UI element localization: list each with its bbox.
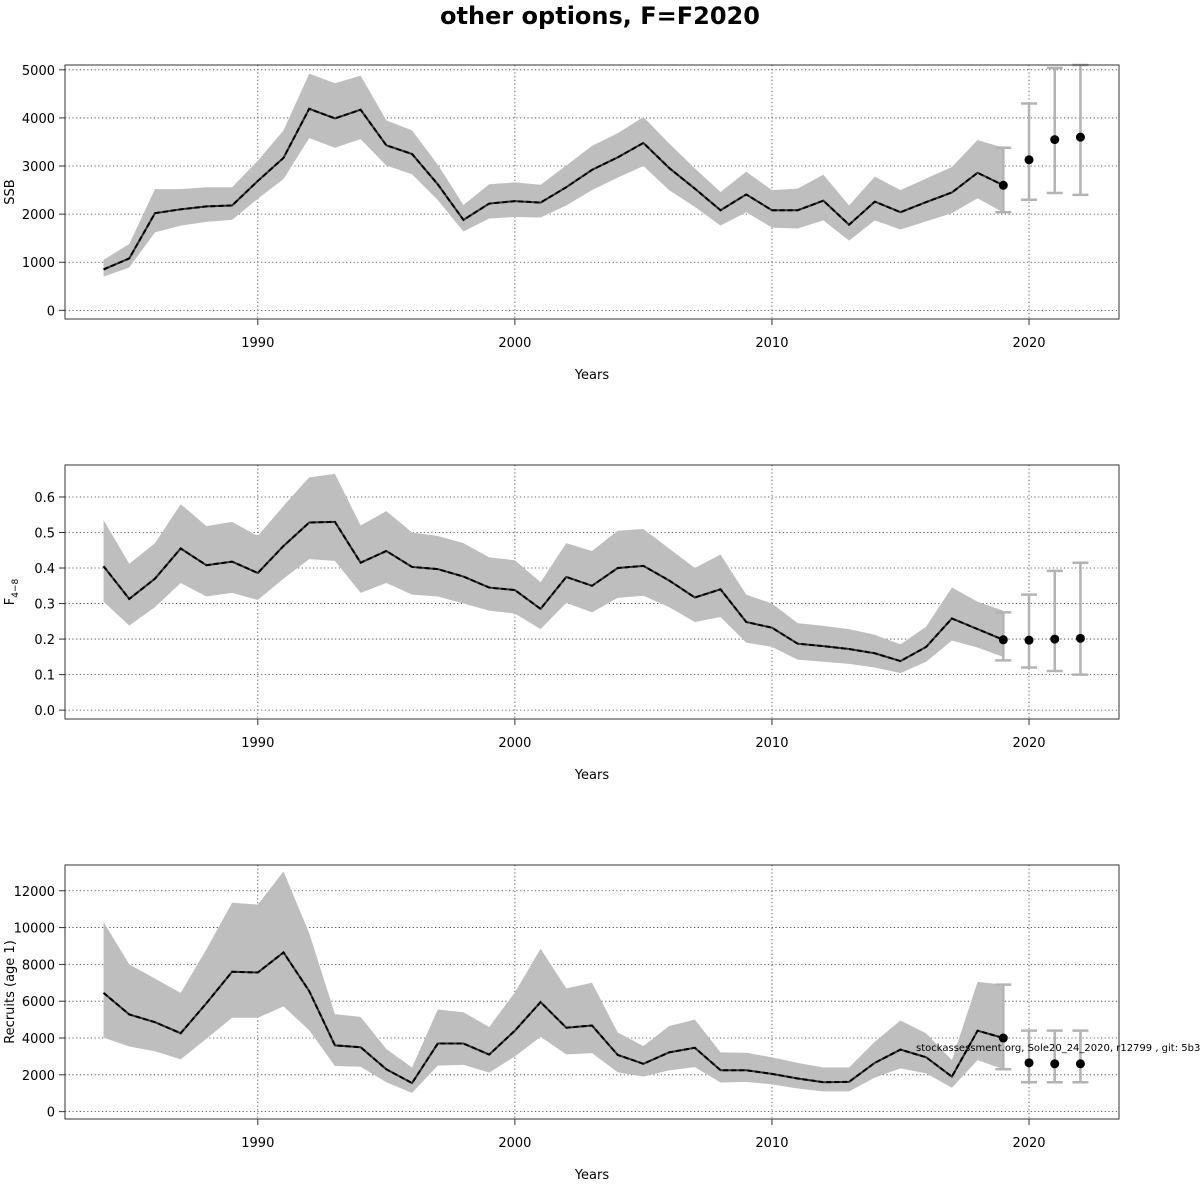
y-axis-label: Recruits (age 1) (3, 940, 18, 1044)
y-tick-label: 12000 (14, 885, 55, 900)
x-axis-label: Years (574, 1168, 610, 1183)
y-axis-label-subscript: 4−8 (11, 578, 21, 597)
recruitment-panel: 0 2000 4000 6000 8000 10000 12000 1990 2000 2010 2… (3, 864, 1120, 1183)
forecast-point (1024, 635, 1034, 645)
x-tick-label: 2010 (755, 1136, 788, 1151)
forecast-point (1075, 633, 1085, 643)
forecast-point (1024, 155, 1034, 165)
y-tick-label: 0.5 (34, 526, 55, 541)
y-tick-label: 4000 (22, 1032, 55, 1047)
estimate-line-dashed (102, 520, 1004, 663)
x-tick-label: 1990 (241, 336, 274, 351)
confidence-band (103, 73, 1004, 277)
forecast-point (1024, 1058, 1034, 1068)
forecast-point (1075, 1059, 1085, 1069)
plot-frame (64, 464, 1120, 720)
y-tick-label: 2000 (22, 1069, 55, 1084)
y-tick-label: 2000 (22, 208, 55, 223)
x-tick-label: 1990 (241, 736, 274, 751)
estimate-line-dashed (103, 107, 1004, 271)
y-tick-label: 0.4 (34, 562, 55, 577)
x-tick-label: 2020 (1012, 1136, 1045, 1151)
y-tick-label: 5000 (22, 64, 55, 79)
x-axis-label: Years (574, 368, 610, 383)
forecast-point (1050, 135, 1060, 145)
y-tick-label: 0.1 (34, 669, 55, 684)
ssb-panel: 0 1000 2000 3000 4000 5000 1990 2000 2010 2020 Yea… (3, 63, 1120, 383)
x-tick-label: 2020 (1012, 736, 1045, 751)
forecast-point (998, 180, 1008, 190)
confidence-band (103, 473, 1004, 674)
forecast-point (998, 1033, 1008, 1043)
y-tick-label: 0.3 (34, 598, 55, 613)
x-tick-label: 1990 (241, 1136, 274, 1151)
y-tick-label: 0.6 (34, 491, 55, 506)
footnote-label: stockassessment.org, Sole20_24_2020, r12… (916, 1043, 1200, 1054)
figure-title: other options, F=F2020 (440, 2, 760, 30)
fishing-mortality-panel: 0.0 0.1 0.2 0.3 0.4 0.5 0.6 1990 2000 2010 2020 Yea… (3, 464, 1120, 783)
y-tick-label: 3000 (22, 160, 55, 175)
x-tick-label: 2000 (498, 1136, 531, 1151)
x-tick-label: 2010 (755, 336, 788, 351)
x-tick-label: 2000 (498, 336, 531, 351)
forecast-point (1050, 1059, 1060, 1069)
y-tick-label: 8000 (22, 958, 55, 973)
forecast-point (1050, 634, 1060, 644)
plot-frame (64, 64, 1120, 320)
confidence-band (103, 871, 1004, 1093)
plot-frame (64, 864, 1120, 1120)
x-tick-label: 2020 (1012, 336, 1045, 351)
x-tick-label: 2000 (498, 736, 531, 751)
y-tick-label: 0 (47, 1106, 55, 1121)
x-tick-label: 2010 (755, 736, 788, 751)
y-axis-label: F4−8 (3, 578, 21, 605)
y-tick-label: 4000 (22, 112, 55, 127)
y-tick-label: 0.2 (34, 633, 55, 648)
forecast-point (998, 635, 1008, 645)
y-tick-label: 10000 (14, 922, 55, 937)
estimate-line-dashed (102, 950, 1004, 1085)
x-axis-label: Years (574, 768, 610, 783)
y-tick-label: 1000 (22, 256, 55, 271)
y-tick-label: 0.0 (34, 704, 55, 719)
y-tick-label: 6000 (22, 995, 55, 1010)
y-axis-label: SSB (3, 179, 18, 204)
y-tick-label: 0 (47, 304, 55, 319)
y-axis-label-main: F (3, 598, 18, 605)
forecast-point (1075, 132, 1085, 142)
